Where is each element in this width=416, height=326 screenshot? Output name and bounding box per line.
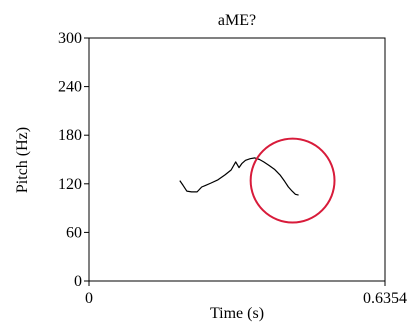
y-tick-label: 60 [66,224,82,241]
y-tick-label: 300 [58,30,82,47]
y-tick-label: 120 [58,176,82,193]
y-tick-label: 180 [58,127,82,144]
plot-frame [88,37,386,282]
y-tick-label: 0 [74,273,82,290]
y-tick-label: 240 [58,79,82,96]
x-tick-label: 0 [85,290,93,307]
x-axis-label: Time (s) [210,305,264,322]
x-tick-label: 0.6354 [363,290,407,307]
y-axis: 0 60 120 180 240 300 [58,30,89,290]
annotation-layer [249,137,336,224]
highlight-circle [249,137,336,224]
chart-title: aME? [218,12,256,29]
y-axis-label: Pitch (Hz) [14,127,31,193]
series-layer [179,157,299,196]
pitch-series-line [179,157,299,196]
x-axis: 0 0.6354 [85,281,407,307]
